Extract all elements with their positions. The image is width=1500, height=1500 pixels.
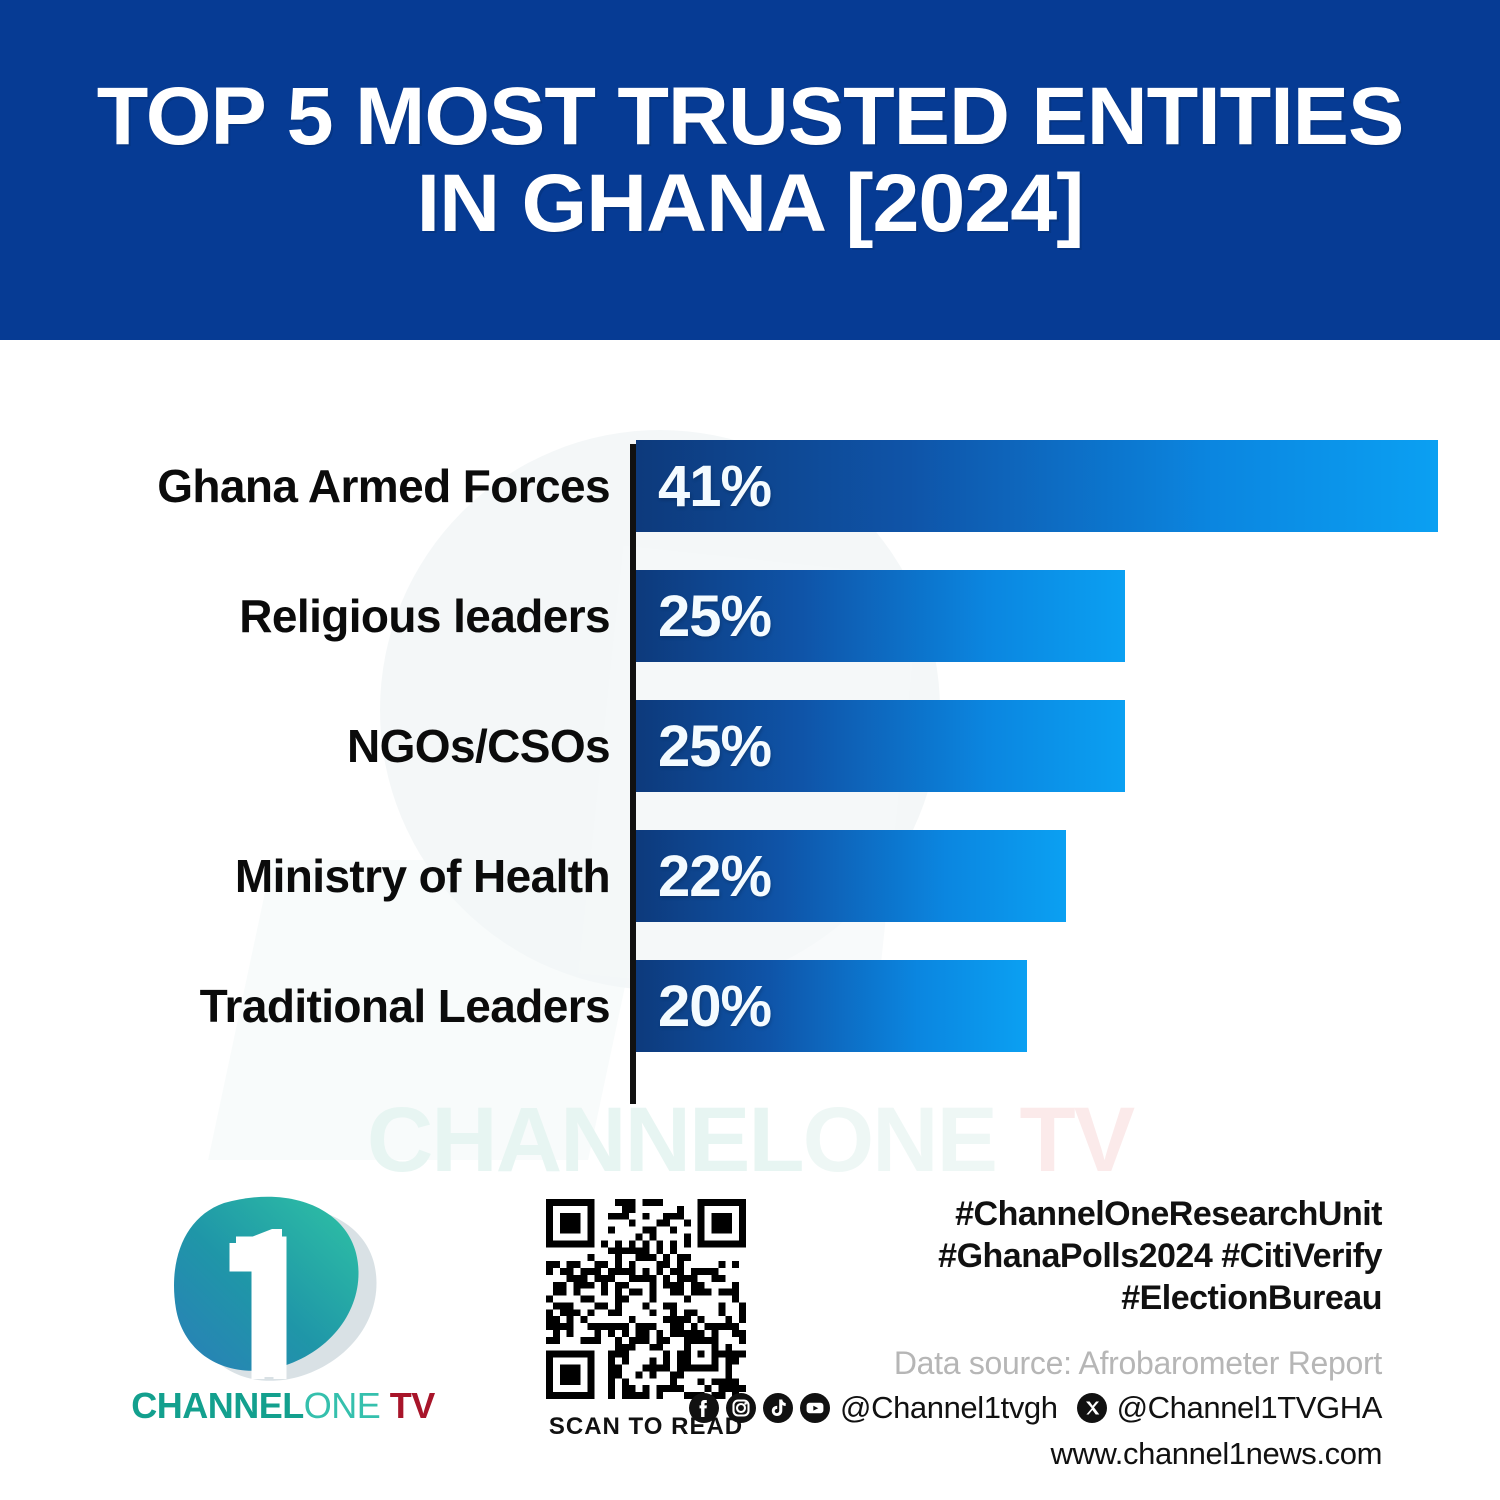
instagram-icon[interactable] bbox=[725, 1392, 757, 1424]
channelone-logo-mark-icon bbox=[154, 1193, 394, 1383]
chart-row: Religious leaders 25% bbox=[0, 570, 1500, 662]
youtube-icon[interactable] bbox=[799, 1392, 831, 1424]
chart-bar: 22% bbox=[636, 830, 1066, 922]
bar-chart: Ghana Armed Forces 41% Religious leaders 25… bbox=[0, 440, 1500, 1110]
hashtag-line-1: #ChannelOneResearchUnit bbox=[955, 1195, 1382, 1233]
channelone-watermark: CHANNELONE TV bbox=[0, 1088, 1500, 1193]
chart-bar: 20% bbox=[636, 960, 1027, 1052]
qr-code-icon[interactable] bbox=[546, 1199, 746, 1399]
chart-axis-line bbox=[630, 444, 636, 1104]
social-handle-main[interactable]: @Channel1tvgh bbox=[840, 1390, 1058, 1426]
chart-bar-value: 22% bbox=[658, 843, 772, 909]
watermark-part-tv: TV bbox=[996, 1089, 1136, 1191]
watermark-part-one: ONE bbox=[802, 1089, 998, 1191]
footer-info-column: #ChannelOneResearchUnit #GhanaPolls2024 … bbox=[689, 1193, 1383, 1472]
social-icon-group bbox=[688, 1392, 831, 1424]
channelone-logo-wordmark: CHANNELONE TV bbox=[128, 1385, 438, 1427]
chart-row: Ministry of Health 22% bbox=[0, 830, 1500, 922]
hashtag-line-2: #GhanaPolls2024 #CitiVerify bbox=[938, 1237, 1382, 1276]
header-band: TOP 5 MOST TRUSTED ENTITIES IN GHANA [20… bbox=[0, 0, 1500, 340]
chart-row: Ghana Armed Forces 41% bbox=[0, 440, 1500, 532]
facebook-icon[interactable] bbox=[688, 1392, 720, 1424]
chart-bar: 41% bbox=[636, 440, 1438, 532]
chart-bar: 25% bbox=[636, 700, 1125, 792]
x-twitter-icon[interactable] bbox=[1076, 1392, 1108, 1424]
logo-word-tv: TV bbox=[380, 1385, 436, 1426]
chart-bar-value: 41% bbox=[658, 453, 772, 519]
social-media-row: @Channel1tvgh @Channel1TVGHA bbox=[689, 1390, 1383, 1426]
channelone-logo: CHANNELONE TV bbox=[128, 1193, 438, 1433]
tiktok-icon[interactable] bbox=[762, 1392, 794, 1424]
footer: CHANNELONE TV SCAN TO READ #ChannelOneRe… bbox=[0, 1185, 1500, 1500]
website-url[interactable]: www.channel1news.com bbox=[1050, 1436, 1383, 1472]
page-title-line-1: TOP 5 MOST TRUSTED ENTITIES bbox=[96, 71, 1405, 162]
chart-row: Traditional Leaders 20% bbox=[0, 960, 1500, 1052]
qr-code-block[interactable]: SCAN TO READ bbox=[546, 1199, 756, 1441]
watermark-part-channel: CHANNEL bbox=[366, 1089, 805, 1191]
logo-word-channel: CHANNEL bbox=[131, 1385, 304, 1426]
chart-category-label: NGOs/CSOs bbox=[346, 720, 611, 772]
logo-word-one: ONE bbox=[303, 1385, 381, 1426]
chart-bar: 25% bbox=[636, 570, 1125, 662]
page-title: TOP 5 MOST TRUSTED ENTITIES IN GHANA [20… bbox=[0, 71, 1500, 249]
hashtag-list: #ChannelOneResearchUnit #GhanaPolls2024 … bbox=[822, 1193, 1382, 1319]
chart-category-label: Ministry of Health bbox=[234, 850, 611, 902]
social-handle-x[interactable]: @Channel1TVGHA bbox=[1116, 1390, 1383, 1426]
hashtag-line-3: #ElectionBureau bbox=[1121, 1279, 1382, 1318]
data-source-text: Data source: Afrobarometer Report bbox=[893, 1345, 1382, 1382]
chart-bar-value: 25% bbox=[658, 713, 772, 779]
chart-category-label: Religious leaders bbox=[239, 590, 610, 642]
chart-category-label: Traditional Leaders bbox=[199, 980, 611, 1032]
chart-bar-value: 25% bbox=[658, 583, 772, 649]
chart-category-label: Ghana Armed Forces bbox=[157, 460, 610, 512]
chart-bar-value: 20% bbox=[658, 973, 772, 1039]
page-title-line-2: IN GHANA [2024] bbox=[416, 157, 1085, 249]
chart-rows: Ghana Armed Forces 41% Religious leaders 25… bbox=[0, 440, 1500, 1090]
chart-row: NGOs/CSOs 25% bbox=[0, 700, 1500, 792]
